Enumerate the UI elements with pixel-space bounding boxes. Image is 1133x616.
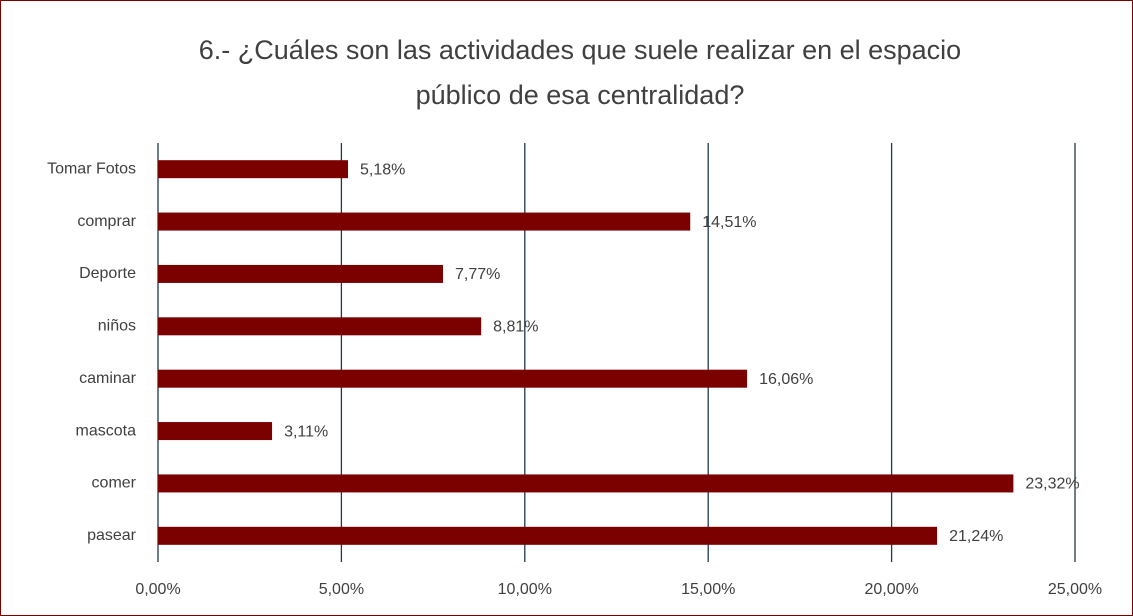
y-tick-label: caminar	[79, 370, 137, 387]
bar	[158, 160, 349, 179]
bar	[158, 317, 482, 336]
x-tick-label: 15,00%	[681, 581, 735, 598]
data-label: 21,24%	[949, 528, 1003, 545]
bar	[158, 474, 1014, 493]
x-tick-label: 5,00%	[319, 581, 364, 598]
y-tick-label: mascota	[76, 422, 137, 439]
data-label: 5,18%	[360, 161, 405, 178]
y-tick-label: comprar	[77, 213, 136, 230]
chart-title: 6.- ¿Cuáles son las actividades que suel…	[198, 35, 962, 110]
x-tick-label: 20,00%	[864, 581, 918, 598]
bar	[158, 526, 938, 545]
data-label: 23,32%	[1025, 476, 1079, 493]
y-tick-label: Tomar Fotos	[47, 160, 136, 177]
y-tick-label: comer	[92, 475, 137, 492]
bar	[158, 212, 691, 231]
bar	[158, 422, 273, 441]
x-tick-label: 10,00%	[498, 581, 552, 598]
y-tick-label: niños	[98, 318, 136, 335]
x-tick-label: 0,00%	[135, 581, 180, 598]
data-label: 3,11%	[284, 423, 328, 440]
data-label: 16,06%	[759, 371, 813, 388]
bar	[158, 264, 444, 283]
y-tick-label: Deporte	[79, 265, 136, 282]
data-label: 8,81%	[493, 319, 538, 336]
bar	[158, 369, 748, 388]
data-label: 14,51%	[702, 214, 756, 231]
data-label: 7,77%	[455, 266, 500, 283]
x-tick-label: 25,00%	[1048, 581, 1102, 598]
y-tick-label: pasear	[87, 527, 137, 544]
